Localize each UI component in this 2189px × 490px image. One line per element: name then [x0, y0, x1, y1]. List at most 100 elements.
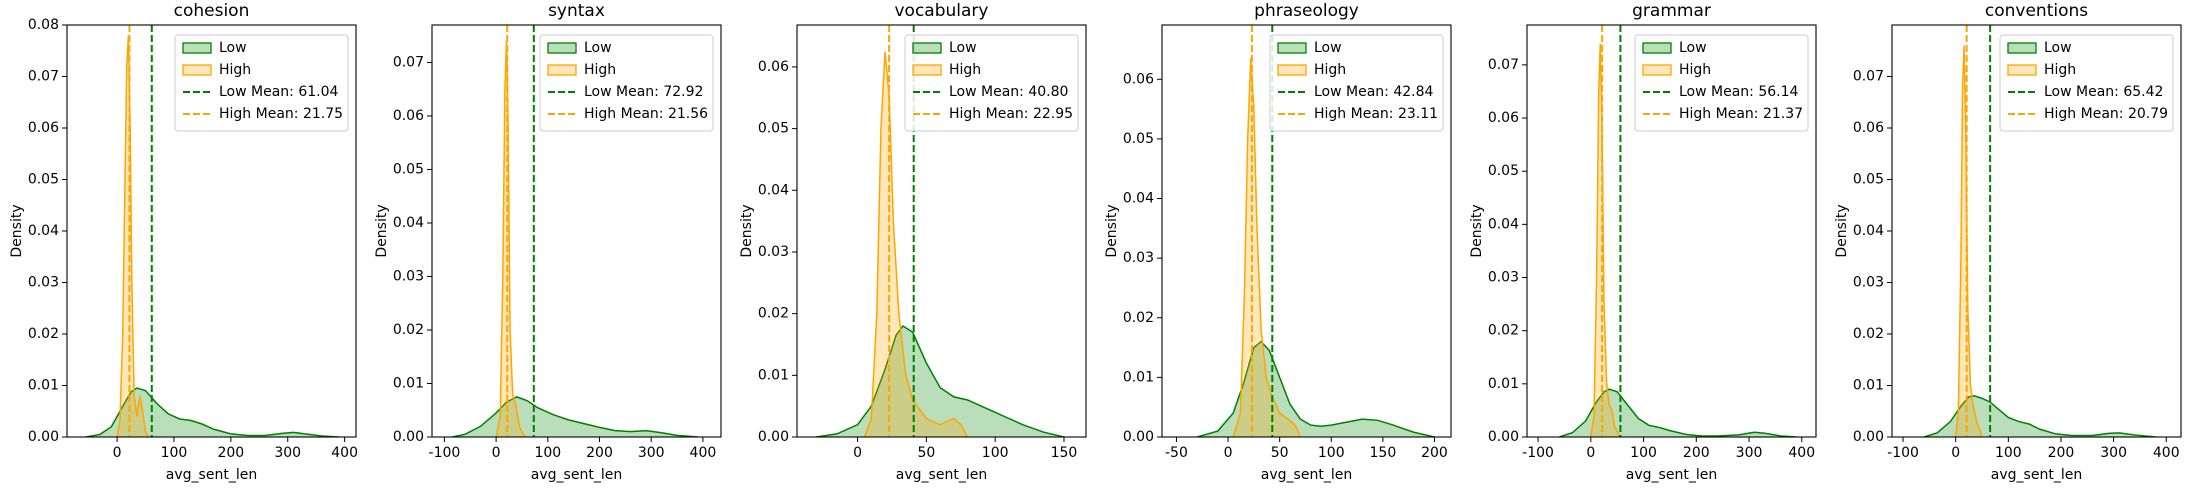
x-tick-label: 300 — [638, 445, 665, 461]
x-axis-label: avg_sent_len — [166, 467, 257, 483]
x-tick-label: 300 — [1736, 445, 1763, 461]
legend-swatch — [1642, 64, 1672, 76]
plot-area — [816, 25, 1065, 437]
y-tick-label: 0.00 — [28, 429, 59, 445]
axes-frame — [796, 24, 1087, 438]
y-tick-label: 0.04 — [1853, 223, 1884, 239]
x-axis-label: avg_sent_len — [1261, 467, 1352, 483]
legend-label: High Mean: 21.56 — [584, 106, 708, 122]
density-area — [1559, 389, 1797, 437]
x-tick-label: -50 — [1165, 445, 1188, 461]
legend-label: High — [2044, 62, 2076, 78]
y-tick-label: 0.03 — [1123, 250, 1154, 266]
density-area — [1233, 58, 1301, 437]
y-tick-label: 0.00 — [758, 429, 789, 445]
x-tick-label: 100 — [534, 445, 561, 461]
x-tick-label: 100 — [1318, 445, 1345, 461]
plot-area — [1923, 25, 2156, 437]
density-line — [816, 324, 1065, 437]
legend-label: High — [1314, 62, 1346, 78]
x-tick-label: 200 — [1421, 445, 1448, 461]
density-line — [863, 51, 969, 437]
subplot: -50 0 50 100 150 200 0.00 0.01 0.02 0.03 0.04 0.05 0… — [1104, 1, 1452, 483]
y-tick-label: 0.03 — [28, 275, 59, 291]
density-area — [496, 41, 525, 437]
x-tick-label: 100 — [1630, 445, 1657, 461]
x-axis-label: avg_sent_len — [531, 467, 622, 483]
legend-label: Low Mean: 56.14 — [1679, 84, 1799, 100]
subplot: 0 100 200 300 400 0.00 0.01 0.02 0.03 0.04 0.05 0.0… — [9, 1, 358, 483]
legend-swatch — [912, 64, 942, 76]
legend-label: High Mean: 21.37 — [1679, 106, 1803, 122]
y-tick-label: 0.05 — [28, 172, 59, 188]
x-tick-label: 50 — [917, 445, 935, 461]
legend-label: Low Mean: 65.42 — [2044, 84, 2163, 100]
legend-box — [904, 34, 1079, 132]
legend-label: Low Mean: 42.84 — [1314, 84, 1434, 100]
y-axis-label: Density — [1469, 204, 1485, 257]
x-axis-label: avg_sent_len — [1626, 467, 1717, 483]
x-tick-label: 0 — [113, 445, 122, 461]
x-tick-label: 400 — [331, 445, 358, 461]
legend: Low High Low Mean: 65.42 High Mean: 20.79 — [1999, 34, 2174, 132]
y-tick-label: 0.08 — [28, 17, 59, 33]
y-tick-label: 0.05 — [1488, 163, 1519, 179]
axes-frame — [1526, 24, 1817, 438]
legend-label: Low — [2044, 40, 2072, 56]
x-tick-label: 0 — [492, 445, 501, 461]
density-line — [1558, 388, 1797, 437]
y-tick-label: 0.01 — [393, 375, 424, 391]
chart-title: conventions — [1985, 1, 2088, 21]
y-tick-label: 0.06 — [758, 59, 789, 75]
y-tick-label: 0.05 — [1123, 131, 1154, 147]
x-tick-label: 0 — [1951, 445, 1960, 461]
x-tick-label: 100 — [1995, 445, 2022, 461]
y-axis-label: Density — [739, 204, 755, 257]
y-tick-label: 0.02 — [1123, 310, 1154, 326]
axes-frame — [1161, 24, 1452, 438]
density-line — [1232, 58, 1301, 437]
plot-area — [1558, 25, 1797, 437]
x-tick-label: 200 — [586, 445, 613, 461]
legend-label: Low Mean: 61.04 — [219, 84, 339, 100]
legend-label: High Mean: 20.79 — [2044, 106, 2168, 122]
y-tick-label: 0.03 — [1853, 275, 1884, 291]
legend-swatch — [912, 42, 942, 54]
density-area — [452, 396, 698, 437]
x-tick-label: 200 — [217, 445, 244, 461]
y-tick-label: 0.04 — [1123, 191, 1154, 207]
density-area — [117, 35, 149, 437]
x-tick-label: 200 — [2048, 445, 2075, 461]
x-axis-label: avg_sent_len — [1991, 467, 2082, 483]
y-tick-label: 0.01 — [758, 367, 789, 383]
y-tick-label: 0.07 — [28, 69, 59, 85]
x-tick-label: 50 — [1271, 445, 1289, 461]
x-tick-label: -100 — [1887, 445, 1919, 461]
y-tick-label: 0.02 — [1853, 326, 1884, 342]
y-tick-label: 0.05 — [1853, 172, 1884, 188]
x-tick-label: 150 — [1370, 445, 1397, 461]
legend-label: High Mean: 21.75 — [219, 106, 343, 122]
y-tick-label: 0.02 — [1488, 323, 1519, 339]
density-line — [1923, 395, 2156, 437]
x-tick-label: 300 — [2100, 445, 2127, 461]
y-tick-label: 0.04 — [758, 182, 789, 198]
legend: Low High Low Mean: 72.92 High Mean: 21.56 — [539, 34, 714, 132]
legend-label: High — [949, 62, 981, 78]
x-axis-label: avg_sent_len — [896, 467, 987, 483]
y-tick-label: 0.01 — [1853, 378, 1884, 394]
legend-label: Low — [219, 40, 247, 56]
y-tick-label: 0.00 — [1853, 429, 1884, 445]
y-tick-label: 0.05 — [393, 161, 424, 177]
legend-box — [1634, 34, 1809, 132]
legend-label: High — [219, 62, 251, 78]
subplot: -100 0 100 200 300 400 0.00 0.01 0.02 0.03 0.04 0.0… — [1834, 1, 2182, 483]
y-tick-label: 0.06 — [1853, 120, 1884, 136]
y-tick-label: 0.07 — [1488, 57, 1519, 73]
legend-box — [1269, 34, 1444, 132]
legend-label: High Mean: 23.11 — [1314, 106, 1438, 122]
plot-area — [452, 25, 698, 437]
legend-label: High — [584, 62, 616, 78]
y-tick-label: 0.01 — [1123, 369, 1154, 385]
chart-title: phraseology — [1254, 1, 1359, 21]
